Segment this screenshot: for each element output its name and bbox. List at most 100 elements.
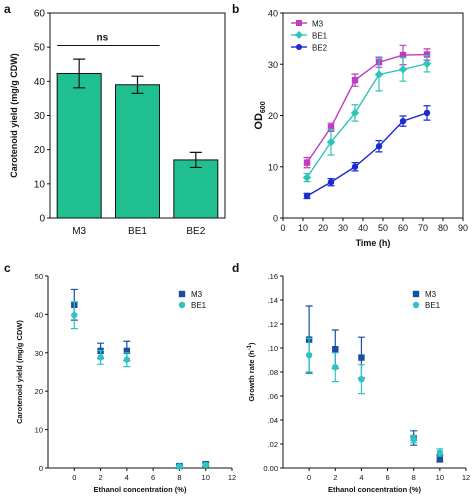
x-tick-label-c: 8 — [177, 473, 181, 482]
chart-b: 0 10 20 30 40 0 10 20 30 40 50 60 70 80 90 M3 BE1 BE2 Time… — [253, 9, 468, 249]
legend-label: BE1 — [191, 301, 207, 310]
legend-marker — [296, 20, 302, 26]
point-be2 — [399, 117, 407, 125]
y-tick-label-b: 40 — [268, 9, 278, 19]
point-be1 — [123, 356, 131, 363]
y-tick-label-d: .08 — [268, 368, 278, 377]
x-tick-label-b: 60 — [398, 223, 408, 233]
x-tick-label-b: 10 — [298, 223, 308, 233]
x-tick-label-a: BE1 — [128, 226, 147, 237]
x-tick-label-b: 70 — [418, 223, 428, 233]
y-tick-label-d: .10 — [268, 344, 278, 353]
bar — [56, 72, 102, 219]
chart-c: 0 10 20 30 40 50 0 2 4 6 8 10 12 M3 BE1 Ethanol concent… — [15, 272, 236, 494]
point-be2 — [423, 109, 431, 117]
y-axis-title-a: Carotenoid yield (mg/g CDW) — [9, 53, 19, 178]
x-tick-label-a: M3 — [72, 226, 86, 237]
x-tick-label-d: 6 — [385, 473, 389, 482]
y-tick-label-c: 20 — [35, 387, 43, 396]
point-be1 — [410, 436, 417, 443]
error-bar — [131, 75, 144, 94]
point-be1 — [358, 376, 365, 383]
error-bar — [189, 151, 202, 169]
y-tick-label-a: 60 — [34, 9, 46, 20]
y-tick-label-c: 10 — [35, 426, 43, 435]
y-axis-title-end: ) — [247, 342, 256, 345]
legend-marker — [412, 290, 420, 298]
y-tick-label-a: 20 — [34, 145, 46, 156]
y-axis-title-main: OD — [253, 113, 265, 130]
y-tick-label-c: 0 — [39, 464, 43, 473]
point-be1 — [422, 59, 432, 68]
x-tick-label-d: 0 — [307, 473, 311, 482]
legend-label: BE1 — [312, 32, 328, 41]
series-line-m3 — [306, 53, 428, 164]
legend-marker — [178, 290, 186, 298]
x-tick-label-b: 20 — [318, 223, 328, 233]
y-axis-title-b: OD600 — [253, 101, 267, 129]
legend-marker — [296, 44, 302, 50]
y-tick-label-d: .16 — [268, 272, 278, 281]
point-be2 — [303, 192, 311, 200]
x-tick-label-d: 10 — [436, 473, 444, 482]
y-tick-label-c: 50 — [35, 272, 43, 281]
y-tick-label-c: 40 — [35, 310, 43, 319]
point-be1 — [350, 108, 360, 118]
y-tick-label-d: .02 — [268, 440, 278, 449]
x-tick-label-c: 2 — [98, 473, 102, 482]
y-axis-title-d: Growth rate (h-1) — [247, 342, 256, 402]
y-tick-label-d: .14 — [268, 296, 278, 305]
point-m3 — [123, 347, 131, 355]
x-tick-label-c: 4 — [125, 473, 129, 482]
y-tick-label-c: 30 — [35, 349, 43, 358]
y-tick-label-d: .12 — [268, 320, 278, 329]
point-be1 — [332, 364, 339, 371]
point-be1 — [176, 463, 183, 470]
y-axis-title-c: Carotenoid yield (mg/g CDW) — [15, 320, 24, 424]
series-line-be1 — [306, 63, 428, 178]
point-be2 — [351, 163, 359, 170]
x-tick-label-b: 50 — [378, 223, 388, 233]
point-be1 — [326, 137, 336, 147]
point-be1 — [202, 461, 209, 469]
x-tick-label-b: 30 — [338, 223, 348, 233]
point-m3 — [358, 354, 365, 361]
y-axis-title-subscript: 600 — [260, 101, 267, 113]
y-tick-label-a: 30 — [34, 111, 46, 122]
y-tick-label-b: 10 — [268, 162, 278, 172]
panel-letter-a: a — [4, 2, 11, 16]
x-tick-label-d: 12 — [462, 473, 470, 482]
x-tick-label-c: 10 — [202, 473, 210, 482]
x-axis-title-d: Ethanol concentration (%) — [328, 485, 421, 494]
significance-label: ns — [96, 32, 108, 43]
panel-letter-d: d — [232, 261, 239, 275]
point-m3 — [332, 346, 339, 353]
y-tick-label-a: 50 — [34, 43, 46, 54]
y-tick-label-d: .06 — [268, 392, 278, 401]
x-tick-label-b: 90 — [458, 223, 468, 233]
bar — [173, 159, 219, 219]
panel-letter-b: b — [232, 2, 239, 16]
x-tick-label-d: 8 — [412, 473, 416, 482]
legend-marker — [412, 301, 420, 309]
x-tick-label-c: 12 — [228, 473, 236, 482]
legend-marker — [295, 31, 303, 39]
x-tick-label-b: 80 — [438, 223, 448, 233]
point-be1 — [374, 70, 384, 79]
x-tick-label-b: 0 — [280, 223, 285, 233]
y-tick-label-d: 0.00 — [263, 464, 278, 473]
point-be1 — [305, 352, 313, 359]
x-axis-title-b: Time (h) — [356, 238, 391, 248]
legend-label: BE1 — [425, 301, 441, 310]
point-be1 — [71, 311, 78, 319]
point-be1 — [436, 449, 444, 456]
x-tick-label-d: 4 — [359, 473, 363, 482]
y-tick-label-b: 0 — [273, 214, 278, 224]
point-be1 — [97, 354, 104, 361]
legend-marker — [178, 301, 186, 309]
point-m3 — [351, 76, 359, 84]
x-tick-label-a: BE2 — [186, 226, 205, 237]
y-axis-title-main: Growth rate (h — [247, 350, 256, 402]
y-tick-label-b: 30 — [268, 60, 278, 70]
y-tick-label-b: 20 — [268, 111, 278, 121]
